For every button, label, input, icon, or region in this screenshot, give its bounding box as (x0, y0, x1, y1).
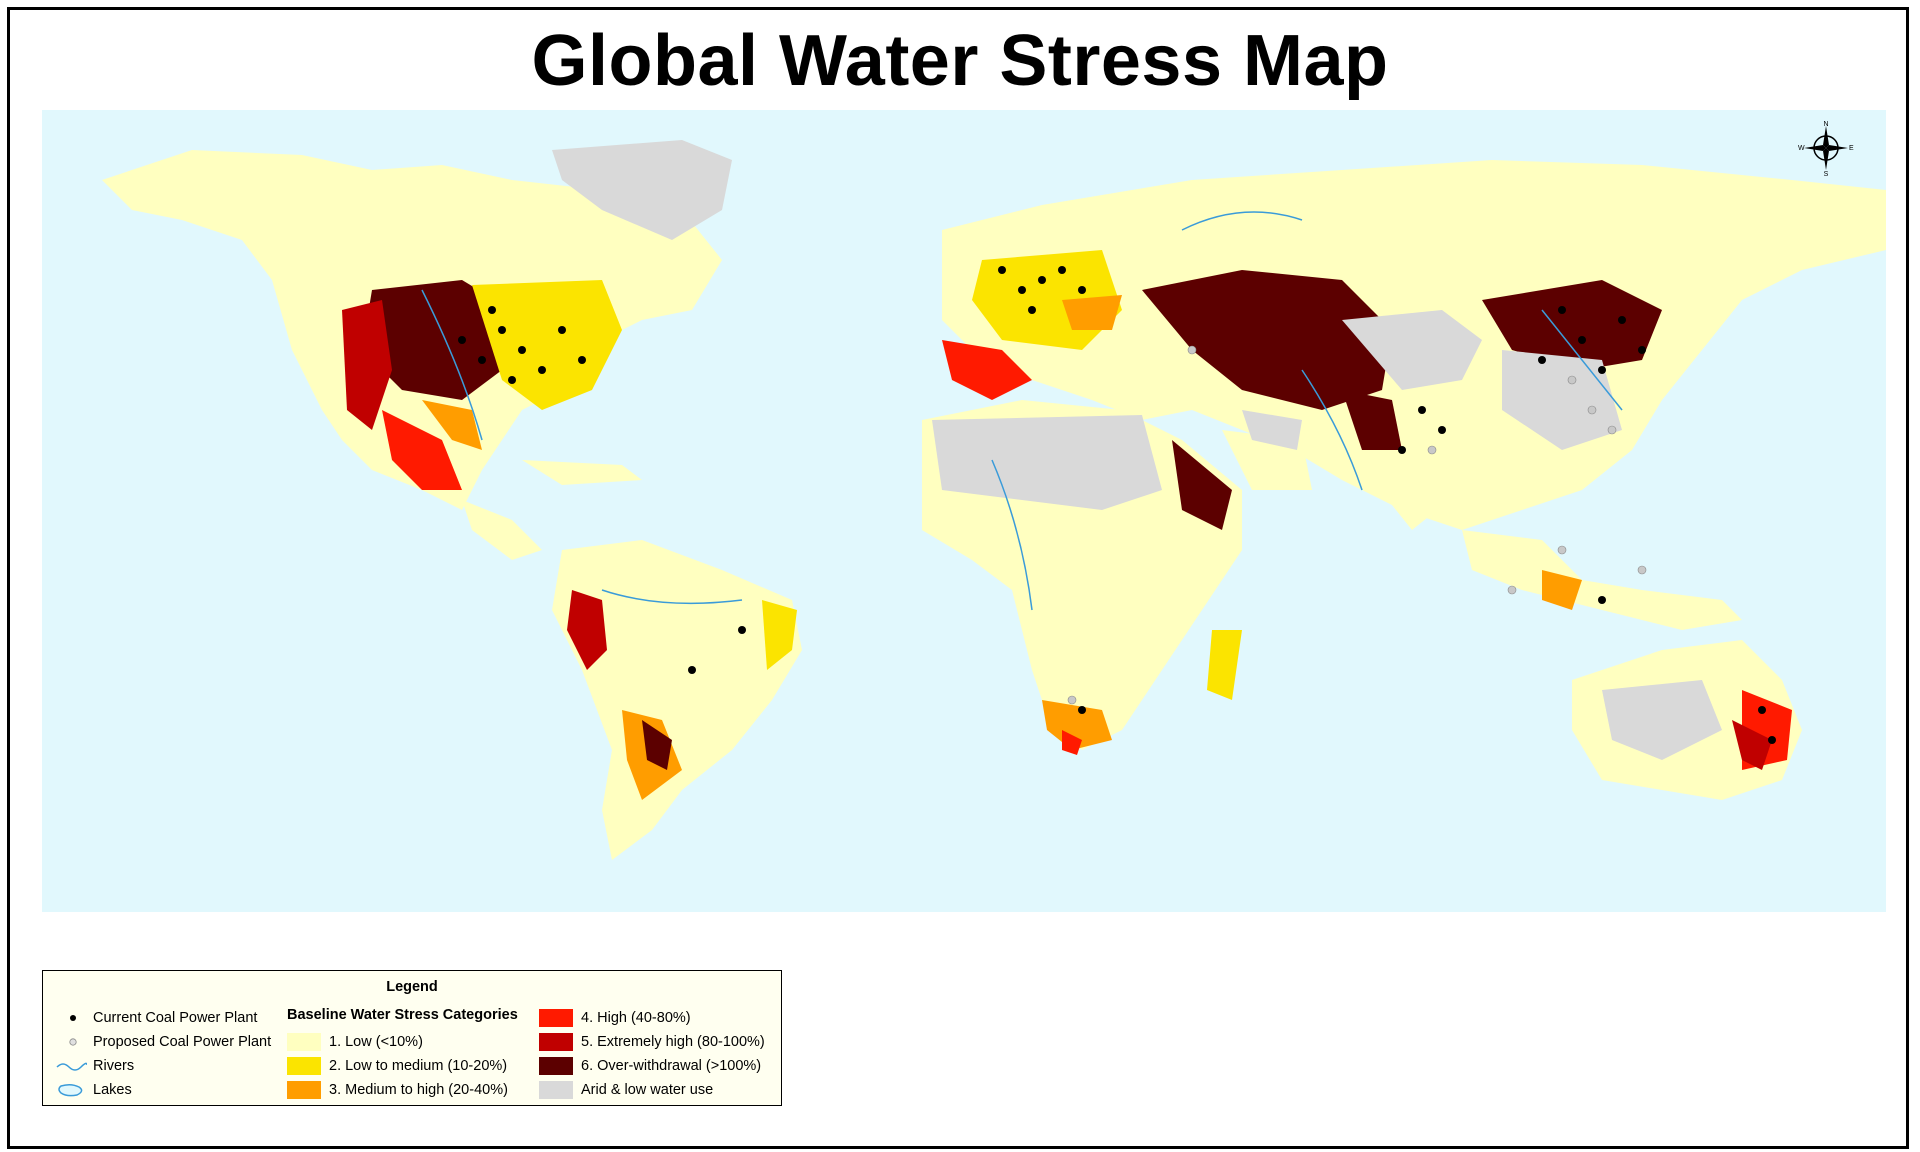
australia (1572, 640, 1802, 800)
river-symbol-icon (56, 1062, 87, 1071)
legend-rivers-label: Rivers (93, 1058, 135, 1074)
swatch-medium-high (287, 1081, 321, 1099)
legend-proposed-plant-label: Proposed Coal Power Plant (93, 1034, 272, 1050)
north-america (102, 140, 732, 560)
southeast-asia (1462, 530, 1742, 630)
world-map[interactable] (42, 110, 1886, 912)
proposed-plant-symbol-icon (69, 1038, 77, 1046)
legend-category-label: 2. Low to medium (10-20%) (329, 1058, 508, 1074)
legend-lakes-label: Lakes (93, 1082, 132, 1098)
swatch-arid (539, 1081, 573, 1099)
legend-category-label: 5. Extremely high (80-100%) (581, 1034, 765, 1050)
africa (922, 400, 1242, 755)
legend-category-label: 1. Low (<10%) (329, 1034, 423, 1050)
swatch-over-withdrawal (539, 1057, 573, 1075)
map-legend: Legend Current Coal Power Plant Proposed… (42, 970, 782, 1106)
compass-n-label: N (1823, 121, 1828, 128)
lake-symbol-icon (58, 1083, 83, 1097)
world-map-svg (102, 140, 1886, 860)
compass-e-label: E (1849, 145, 1854, 152)
legend-category-label: 3. Medium to high (20-40%) (329, 1082, 508, 1098)
current-coal-plants (458, 266, 1776, 744)
compass-rose: N S W E (1798, 120, 1854, 178)
compass-w-label: W (1798, 145, 1805, 152)
swatch-low-medium (287, 1057, 321, 1075)
legend-category-label: Arid & low water use (581, 1082, 714, 1098)
proposed-coal-plants (1067, 345, 1647, 705)
swatch-low (287, 1033, 321, 1051)
eurasia (942, 160, 1886, 530)
legend-categories-header: Baseline Water Stress Categories (287, 1007, 518, 1023)
south-america (552, 540, 802, 860)
swatch-extremely-high (539, 1033, 573, 1051)
legend-category-label: 4. High (40-80%) (581, 1010, 691, 1026)
swatch-high (539, 1009, 573, 1027)
legend-category-label: 6. Over-withdrawal (>100%) (581, 1058, 762, 1074)
rivers (421, 211, 1623, 611)
current-plant-symbol-icon (70, 1015, 76, 1021)
compass-s-label: S (1824, 171, 1829, 176)
legend-current-plant-label: Current Coal Power Plant (93, 1010, 258, 1026)
legend-title: Legend (386, 979, 438, 995)
map-title: Global Water Stress Map (531, 21, 1389, 101)
compass-north-arrow-icon (1823, 126, 1829, 148)
